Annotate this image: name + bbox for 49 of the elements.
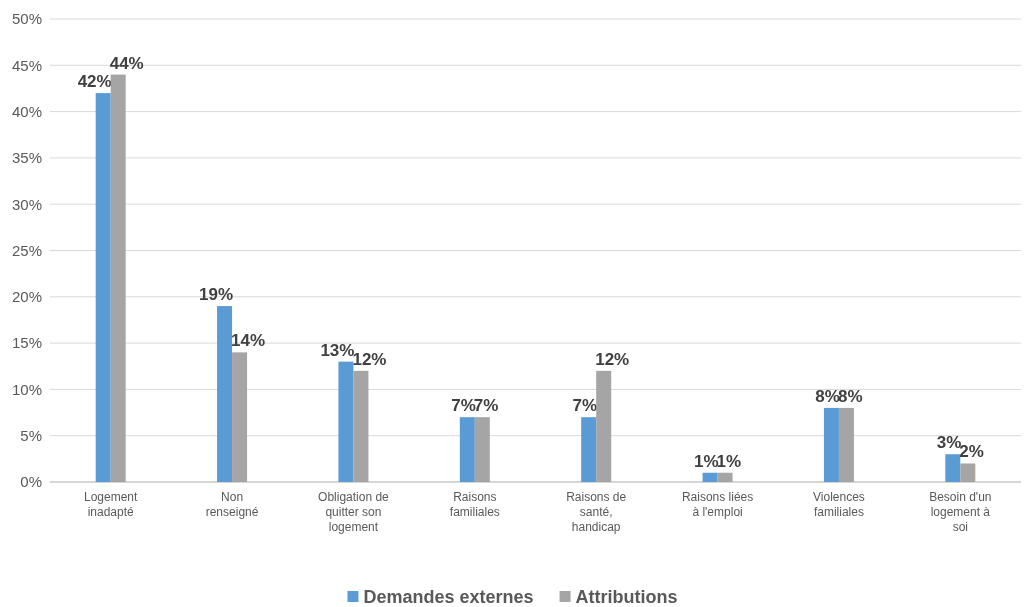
data-label: 19% <box>199 285 234 305</box>
y-tick-label: 0% <box>20 473 42 491</box>
bar <box>217 306 233 482</box>
bar <box>717 472 733 482</box>
bar <box>353 370 369 482</box>
data-label: 12% <box>595 349 630 369</box>
legend-label: Demandes externes <box>363 587 534 607</box>
x-tick-label: Non renseigné <box>205 489 259 519</box>
bar <box>110 74 126 482</box>
data-label: 44% <box>109 53 144 73</box>
bar <box>702 472 718 482</box>
y-tick-label: 40% <box>11 102 42 120</box>
y-tick-label: 30% <box>11 195 42 213</box>
x-tick-label: Raisons de santé, handicap <box>566 489 627 534</box>
data-label: 14% <box>231 331 266 351</box>
y-tick-label: 10% <box>11 380 42 398</box>
x-tick-label: Besoin d'un logement à soi <box>929 489 992 534</box>
y-tick-label: 50% <box>11 10 42 28</box>
bar <box>581 417 597 482</box>
data-label: 7% <box>451 396 476 416</box>
data-label: 1% <box>693 451 719 471</box>
bar <box>232 352 248 482</box>
data-label: 42% <box>77 72 112 92</box>
bar <box>338 361 354 482</box>
legend-label: Attributions <box>575 587 678 607</box>
x-tick-label: Violences familiales <box>813 489 865 519</box>
data-label: 13% <box>320 340 355 360</box>
data-label: 8% <box>815 386 840 406</box>
y-tick-label: 20% <box>11 288 42 306</box>
data-label: 7% <box>473 396 499 416</box>
x-tick-label: Obligation de quitter son logement <box>318 489 390 534</box>
y-tick-label: 45% <box>11 56 42 74</box>
data-label: 7% <box>572 396 598 416</box>
bar <box>459 417 475 482</box>
x-tick-label: Logement inadapté <box>84 489 139 519</box>
y-tick-label: 25% <box>11 241 42 259</box>
bar <box>960 463 976 482</box>
y-tick-label: 15% <box>11 334 42 352</box>
bar <box>95 93 111 482</box>
x-tick-label: Raisons liées à l'emploi <box>681 489 754 519</box>
y-tick-label: 35% <box>11 149 42 167</box>
bar <box>823 407 839 482</box>
y-tick-label: 5% <box>20 427 42 444</box>
x-tick-label: Raisons familiales <box>449 489 500 519</box>
data-label: 1% <box>716 451 742 471</box>
bar <box>945 454 961 482</box>
bar <box>596 370 612 482</box>
bar <box>474 417 490 482</box>
bar <box>838 407 854 482</box>
